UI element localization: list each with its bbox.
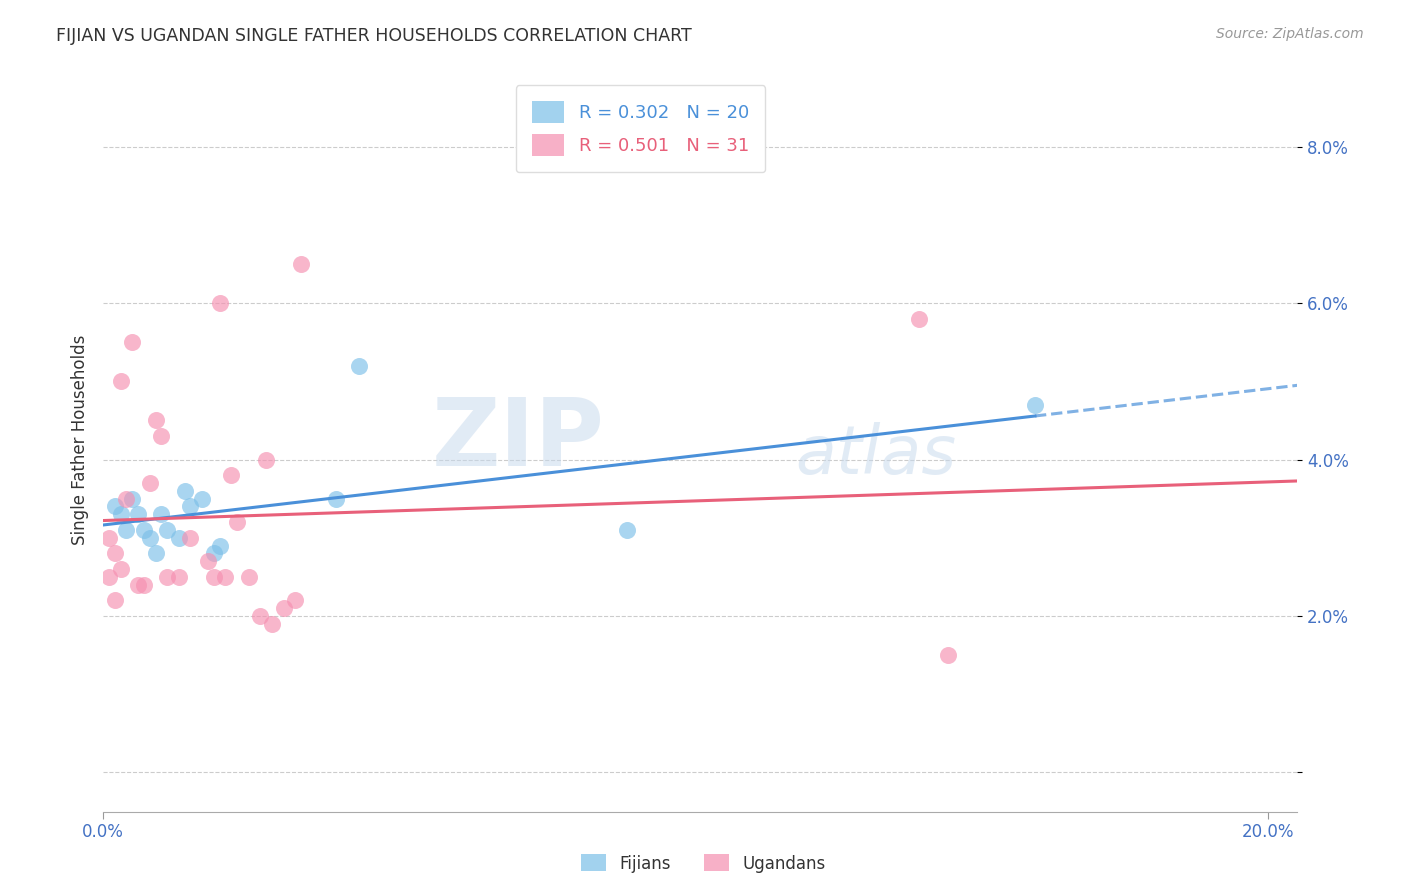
Point xyxy=(156,570,179,584)
Point xyxy=(104,500,127,514)
Point xyxy=(219,468,242,483)
Text: FIJIAN VS UGANDAN SINGLE FATHER HOUSEHOLDS CORRELATION CHART: FIJIAN VS UGANDAN SINGLE FATHER HOUSEHOL… xyxy=(56,27,692,45)
Point xyxy=(202,570,225,584)
Point xyxy=(273,601,295,615)
Point xyxy=(121,491,143,506)
Point xyxy=(150,508,173,522)
Point xyxy=(179,500,201,514)
Point xyxy=(254,452,277,467)
Point xyxy=(208,539,231,553)
Point xyxy=(202,546,225,560)
Point xyxy=(110,562,132,576)
Point xyxy=(145,413,167,427)
Point xyxy=(208,296,231,310)
Text: Source: ZipAtlas.com: Source: ZipAtlas.com xyxy=(1216,27,1364,41)
Point xyxy=(179,531,201,545)
Point xyxy=(249,609,271,624)
Point xyxy=(110,508,132,522)
Point xyxy=(138,476,160,491)
Point xyxy=(104,593,127,607)
Point xyxy=(284,593,307,607)
Point xyxy=(238,570,260,584)
Point xyxy=(197,554,219,568)
Point xyxy=(138,531,160,545)
Point xyxy=(97,531,120,545)
Point xyxy=(110,375,132,389)
Point xyxy=(325,491,347,506)
Point xyxy=(127,508,149,522)
Point xyxy=(156,523,179,537)
Point xyxy=(115,523,138,537)
Point xyxy=(290,257,312,271)
Legend: Fijians, Ugandans: Fijians, Ugandans xyxy=(574,847,832,880)
Point xyxy=(349,359,371,373)
Point xyxy=(1024,398,1046,412)
Point xyxy=(167,570,190,584)
Point xyxy=(145,546,167,560)
Point xyxy=(226,515,249,529)
Point xyxy=(907,311,929,326)
Point xyxy=(132,577,155,591)
Point xyxy=(150,429,173,443)
Point xyxy=(167,531,190,545)
Point xyxy=(260,616,283,631)
Point xyxy=(132,523,155,537)
Point xyxy=(173,483,195,498)
Point xyxy=(115,491,138,506)
Point xyxy=(191,491,214,506)
Point xyxy=(104,546,127,560)
Text: atlas: atlas xyxy=(796,422,956,488)
Point xyxy=(127,577,149,591)
Point xyxy=(121,335,143,350)
Y-axis label: Single Father Households: Single Father Households xyxy=(72,334,89,545)
Point xyxy=(97,570,120,584)
Point xyxy=(616,523,638,537)
Legend: R = 0.302   N = 20, R = 0.501   N = 31: R = 0.302 N = 20, R = 0.501 N = 31 xyxy=(516,85,765,172)
Point xyxy=(936,648,959,662)
Point xyxy=(214,570,236,584)
Text: ZIP: ZIP xyxy=(432,394,605,486)
